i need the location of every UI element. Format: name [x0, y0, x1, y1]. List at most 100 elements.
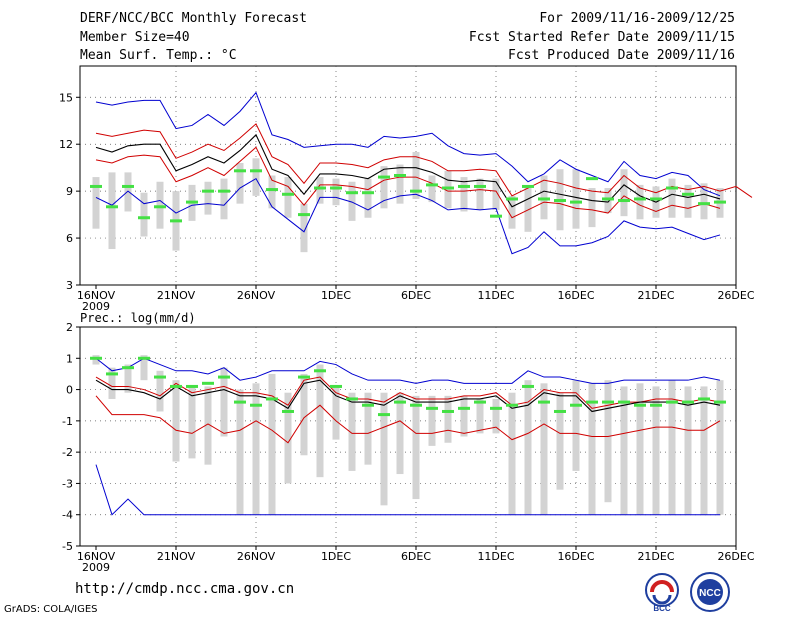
median-marker [682, 192, 694, 196]
y-tick-label: 3 [66, 279, 73, 292]
spread-bar [572, 380, 580, 471]
spread-bar [492, 398, 500, 434]
median-marker [618, 199, 630, 203]
spread-bar [716, 380, 724, 515]
median-marker [442, 186, 454, 190]
median-marker [714, 400, 726, 404]
spread-bar [316, 364, 324, 478]
median-marker [618, 400, 630, 404]
median-marker [506, 403, 518, 407]
series-line-mean [95, 133, 721, 208]
median-marker [538, 197, 550, 201]
spread-bar [476, 178, 484, 210]
y-tick-label: 1 [66, 352, 73, 365]
median-marker [682, 400, 694, 404]
median-marker [202, 189, 214, 193]
median-marker [186, 200, 198, 204]
chart-title: DERF/NCC/BCC Monthly Forecast [80, 11, 307, 26]
median-marker [602, 197, 614, 201]
spread-bar [572, 169, 580, 229]
spread-bar [108, 367, 116, 399]
ncc-logo: NCC [690, 572, 730, 612]
median-marker [714, 200, 726, 204]
spread-bar [508, 392, 516, 515]
series-line-meansd [95, 123, 753, 198]
median-marker [522, 384, 534, 388]
spread-bar [604, 380, 612, 503]
x-tick-label: 1DEC [321, 289, 351, 302]
median-marker [650, 197, 662, 201]
spread-bar [156, 370, 164, 412]
spread-bar [332, 178, 340, 206]
x-tick-label: 21NOV [157, 550, 196, 563]
median-marker [410, 403, 422, 407]
median-marker [154, 205, 166, 209]
median-marker [90, 184, 102, 188]
spread-bar [460, 177, 468, 212]
median-marker [410, 189, 422, 193]
median-marker [266, 188, 278, 192]
grads-credit: GrADS: COLA/IGES [4, 604, 98, 615]
fcst-produced-date: Fcst Produced Date 2009/11/16 [508, 48, 735, 63]
median-marker [122, 184, 134, 188]
median-marker [250, 169, 262, 173]
spread-bar [364, 392, 372, 465]
spread-bar [700, 386, 708, 515]
x-year-label: 2009 [82, 300, 110, 313]
spread-bar [396, 164, 404, 204]
panel-temperature: 3 6 9 12 15 16NOV 21NOV 26NOV 1DEC 6DEC 11DEC 16DEC… [59, 65, 755, 313]
median-marker [170, 384, 182, 388]
median-marker [282, 409, 294, 413]
median-marker [426, 406, 438, 410]
spread-bar [428, 175, 436, 203]
spread-bar [172, 380, 180, 462]
median-marker [106, 372, 118, 376]
median-marker [570, 403, 582, 407]
median-marker [394, 174, 406, 177]
spread-bar [204, 386, 212, 465]
median-marker [650, 403, 662, 407]
median-marker [458, 184, 470, 188]
series-line-meansd [95, 146, 721, 219]
median-marker [458, 406, 470, 410]
median-marker [666, 186, 678, 190]
spread-bar [140, 192, 148, 237]
median-marker [314, 186, 326, 190]
spread-bar [604, 188, 612, 214]
source-url[interactable]: http://cmdp.ncc.cma.gov.cn [75, 581, 295, 597]
median-marker [282, 192, 294, 196]
series-line-min [95, 464, 720, 516]
median-marker [522, 184, 534, 188]
spread-bar [348, 392, 356, 471]
spread-bar [364, 178, 372, 218]
spread-bar [220, 367, 228, 437]
median-marker [234, 400, 246, 404]
spread-bar [380, 392, 388, 506]
median-marker [426, 183, 438, 187]
median-marker [394, 400, 406, 404]
y-tick-label: -2 [62, 446, 73, 459]
bcc-logo-text: BCC [653, 604, 671, 613]
spread-bar [236, 162, 244, 204]
series-line-max [95, 357, 721, 384]
x-tick-label: 26DEC [717, 289, 754, 302]
median-marker [218, 375, 230, 379]
panel-precipitation: -5 -4 -3 -2 -1 0 1 2 16NOV 21NOV 26NOV 1DEC 6DEC 11DE… [62, 311, 755, 574]
spread-bar [220, 178, 228, 220]
spread-bar [668, 178, 676, 218]
median-marker [378, 175, 390, 179]
median-marker [218, 189, 230, 193]
median-marker [570, 200, 582, 204]
spread-bar [140, 355, 148, 381]
spread-bar [156, 181, 164, 229]
spread-bar [556, 392, 564, 490]
spread-bar [92, 177, 100, 229]
spread-bar [620, 169, 628, 217]
spread-bar [108, 172, 116, 250]
median-marker [314, 369, 326, 373]
x-tick-label: 16NOV [77, 289, 116, 302]
median-marker [554, 409, 566, 413]
series-line-meansd [95, 376, 721, 409]
median-marker [666, 400, 678, 404]
median-marker [106, 205, 118, 209]
